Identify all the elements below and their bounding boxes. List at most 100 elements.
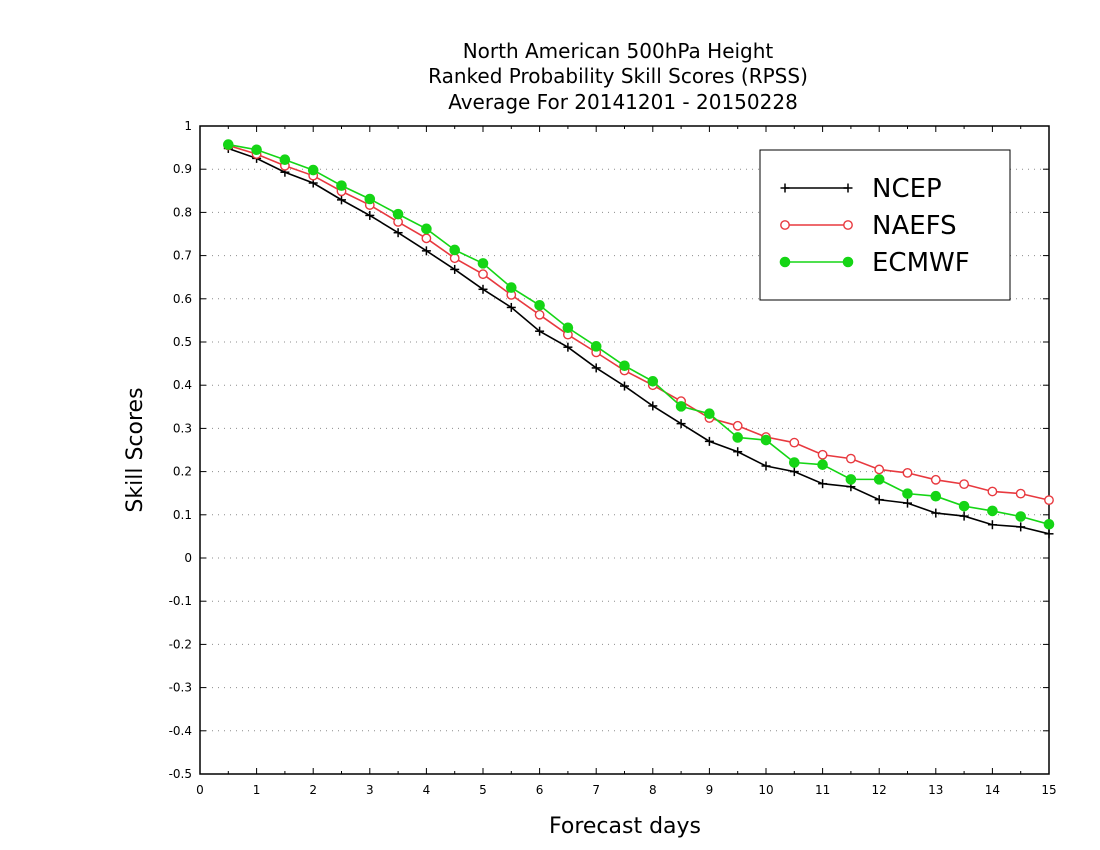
legend-label-ecmwf: ECMWF [872, 248, 970, 278]
data-point-ecmwf [845, 474, 857, 485]
y-tick-label: 0.5 [173, 335, 192, 349]
data-point-ecmwf [958, 500, 970, 512]
data-point-naefs [478, 269, 488, 280]
y-tick-label: -0.4 [169, 724, 192, 738]
data-point-naefs [1015, 488, 1026, 499]
x-tick-label: 5 [479, 783, 487, 797]
legend-marker-naefs [780, 220, 790, 230]
y-tick-label: 0.6 [173, 292, 192, 306]
data-point-ecmwf [279, 154, 291, 165]
legend: NCEP NAEFS ECMWF [759, 149, 1011, 301]
y-axis-title: Skill Scores [123, 387, 148, 512]
data-point-ecmwf [817, 459, 828, 470]
data-point-ncep [450, 264, 460, 274]
data-point-ncep [818, 479, 828, 489]
data-point-ecmwf [251, 144, 262, 156]
data-point-ncep [704, 436, 714, 446]
data-point-ncep [478, 284, 488, 294]
data-point-ecmwf [902, 488, 913, 499]
data-point-ecmwf [590, 341, 602, 352]
data-point-ecmwf [336, 180, 347, 191]
legend-label-naefs: NAEFS [872, 211, 957, 241]
x-axis-title: Forecast days [549, 814, 701, 839]
data-point-ecmwf [477, 258, 489, 269]
data-point-naefs [789, 437, 800, 448]
y-tick-label: -0.1 [169, 594, 192, 608]
legend-item-naefs: NAEFS [780, 211, 957, 241]
series-lines [223, 139, 1055, 539]
y-tick-label: 0.3 [173, 421, 192, 435]
data-point-ecmwf [223, 139, 234, 150]
x-tick-label: 2 [309, 783, 317, 797]
data-point-ncep [987, 520, 997, 530]
data-point-ncep [676, 419, 686, 429]
y-tick-label: 0.9 [173, 162, 192, 176]
data-point-ecmwf [760, 434, 772, 446]
data-point-ecmwf [1043, 519, 1055, 530]
legend-item-ncep: NCEP [780, 174, 942, 204]
title-line-2: Ranked Probability Skill Scores (RPSS) [428, 64, 808, 88]
data-point-ncep [874, 495, 884, 505]
data-point-ecmwf [789, 457, 800, 468]
data-point-ncep [393, 228, 403, 238]
data-point-ecmwf [647, 376, 659, 387]
data-point-ecmwf [534, 299, 545, 311]
x-tick-label: 1 [253, 783, 261, 797]
y-tick-label: 0.8 [173, 205, 192, 219]
data-point-ecmwf [930, 490, 942, 502]
x-tick-label: 3 [366, 783, 374, 797]
title-line-1: North American 500hPa Height [463, 39, 774, 63]
series-ecmwf [223, 139, 1055, 530]
legend-label-ncep: NCEP [872, 174, 942, 204]
x-tick-label: 0 [196, 783, 204, 797]
data-point-naefs [987, 486, 998, 497]
data-point-naefs [874, 464, 885, 475]
series-line-ncep [228, 147, 1050, 535]
data-point-ecmwf [704, 408, 715, 420]
legend-marker-ncep [843, 183, 853, 193]
y-axis-ticks: 1 0.9 0.8 0.7 0.6 0.5 0.4 0.3 0.2 0.1 0 -0.1 -0.2 -0.… [169, 119, 1049, 781]
x-tick-label: 6 [536, 783, 544, 797]
legend-marker-ecmwf [779, 256, 791, 268]
data-point-naefs [930, 474, 941, 485]
title-line-3: Average For 20141201 - 20150228 [448, 90, 798, 114]
data-point-ncep [506, 302, 516, 312]
data-point-ncep [761, 461, 771, 471]
x-tick-label: 10 [758, 783, 773, 797]
data-point-ncep [1044, 529, 1054, 539]
legend-marker-ncep [780, 183, 790, 193]
data-point-ncep [733, 447, 743, 457]
y-tick-label: 0.2 [173, 465, 192, 479]
data-point-ncep [365, 210, 375, 220]
y-tick-label: 0.7 [173, 249, 192, 263]
legend-marker-naefs [843, 220, 853, 230]
y-tick-label: 0.1 [173, 508, 192, 522]
x-tick-label: 8 [649, 783, 657, 797]
data-point-ecmwf [506, 282, 517, 293]
x-tick-label: 14 [985, 783, 1000, 797]
y-tick-label: 0 [184, 551, 192, 565]
x-tick-label: 15 [1041, 783, 1056, 797]
data-point-naefs [1044, 495, 1054, 506]
y-tick-label: 0.4 [173, 378, 192, 392]
data-point-ecmwf [873, 474, 885, 485]
data-point-ecmwf [364, 193, 376, 205]
data-point-naefs [817, 449, 828, 460]
data-point-ecmwf [732, 432, 744, 443]
data-point-ncep [563, 342, 573, 352]
x-tick-label: 13 [928, 783, 943, 797]
data-point-ecmwf [619, 360, 630, 372]
data-point-naefs [421, 233, 432, 244]
data-point-ecmwf [449, 244, 461, 256]
x-tick-label: 9 [706, 783, 714, 797]
data-point-ecmwf [1015, 511, 1027, 522]
data-point-ncep [959, 511, 969, 521]
chart-title: North American 500hPa Height Ranked Prob… [428, 39, 808, 114]
data-point-ecmwf [987, 505, 998, 517]
data-point-ecmwf [392, 208, 404, 220]
x-axis-ticks: 0 1 2 3 4 5 6 7 8 9 10 11 12 13 14 15 [196, 126, 1057, 797]
y-tick-label: 1 [184, 119, 192, 133]
legend-marker-ecmwf [842, 256, 854, 268]
y-tick-label: -0.3 [169, 681, 192, 695]
data-point-ncep [789, 467, 799, 477]
